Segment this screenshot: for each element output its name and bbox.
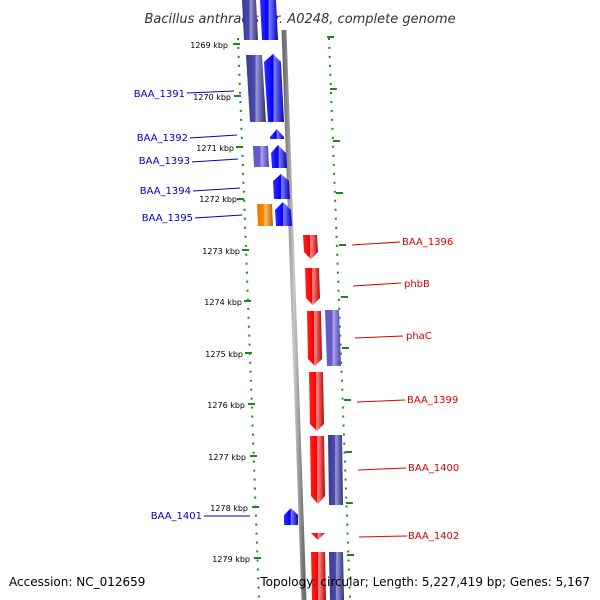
gene-block-top-purple bbox=[242, 0, 258, 40]
gene-baa1400-purple bbox=[328, 435, 343, 505]
genome-backbone bbox=[281, 29, 307, 600]
map-title: Bacillus anthracis str. A0248, complete … bbox=[144, 12, 455, 27]
gene-phbb bbox=[305, 268, 320, 305]
gene-baa1394 bbox=[273, 174, 290, 199]
gene-baa1395-blue bbox=[275, 202, 292, 226]
scale-label: 1279 kbp bbox=[212, 555, 250, 564]
gene-label-baa1394[interactable]: BAA_1394 bbox=[140, 186, 191, 197]
leader-line bbox=[351, 241, 401, 246]
scale-label: 1276 kbp bbox=[207, 401, 245, 410]
left-major-ticks bbox=[233, 43, 261, 559]
left-gene-labels: BAA_1391 BAA_1392 BAA_1393 BAA_1394 BAA_… bbox=[134, 89, 250, 522]
right-major-ticks bbox=[327, 36, 354, 556]
gene-baa1395-orange bbox=[257, 204, 273, 226]
gene-label-baa1402[interactable]: BAA_1402 bbox=[408, 531, 459, 542]
gene-label-baa1395[interactable]: BAA_1395 bbox=[142, 213, 193, 224]
leader-line bbox=[189, 134, 238, 139]
leader-line bbox=[352, 282, 402, 287]
gene-baa1392 bbox=[270, 129, 284, 139]
leader-line bbox=[191, 158, 239, 163]
right-gene-labels: BAA_1396 phbB phaC BAA_1399 BAA_1400 BAA… bbox=[351, 237, 459, 542]
leader-line bbox=[357, 467, 407, 471]
gene-baa1402 bbox=[311, 533, 325, 540]
gene-baa1400-red bbox=[310, 436, 325, 504]
gene-baa1391-blue bbox=[264, 54, 284, 122]
scale-label: 1270 kbp bbox=[193, 93, 231, 102]
gene-bottom-red bbox=[311, 552, 326, 600]
right-strand-genes bbox=[303, 235, 344, 600]
scale-labels: 1269 kbp 1270 kbp 1271 kbp 1272 kbp 1273… bbox=[190, 41, 250, 564]
gene-block-top-blue bbox=[260, 0, 278, 40]
top-left-genes bbox=[242, 0, 298, 525]
gene-label-phac[interactable]: phaC bbox=[406, 331, 432, 342]
scale-label: 1275 kbp bbox=[205, 350, 243, 359]
gene-label-baa1393[interactable]: BAA_1393 bbox=[139, 156, 190, 167]
gene-label-baa1392[interactable]: BAA_1392 bbox=[137, 133, 188, 144]
right-tick-ring bbox=[328, 37, 351, 600]
accession-text: Accession: NC_012659 bbox=[9, 575, 145, 589]
leader-line bbox=[354, 335, 404, 339]
scale-label: 1278 kbp bbox=[210, 504, 248, 513]
leader-line bbox=[192, 187, 241, 192]
gene-phac-lavender bbox=[325, 310, 341, 366]
gene-baa1401 bbox=[284, 508, 298, 525]
leader-line bbox=[358, 535, 408, 538]
scale-label: 1271 kbp bbox=[196, 144, 234, 153]
gene-label-baa1401[interactable]: BAA_1401 bbox=[151, 511, 202, 522]
leader-line bbox=[186, 90, 235, 94]
gene-baa1399 bbox=[309, 372, 324, 431]
left-tick-ring bbox=[237, 37, 260, 600]
scale-label: 1273 kbp bbox=[202, 247, 240, 256]
gene-label-phbb[interactable]: phbB bbox=[404, 279, 430, 290]
gene-baa1393-blue bbox=[271, 145, 287, 168]
gene-bottom-purple bbox=[329, 552, 344, 600]
gene-label-baa1391[interactable]: BAA_1391 bbox=[134, 89, 185, 100]
leader-line bbox=[356, 399, 406, 403]
gene-baa1396 bbox=[303, 235, 318, 259]
gene-phac-red bbox=[307, 311, 322, 366]
gene-label-baa1400[interactable]: BAA_1400 bbox=[408, 463, 459, 474]
gene-baa1393-lavender bbox=[253, 146, 269, 167]
gene-baa1391-purple bbox=[246, 55, 266, 122]
scale-label: 1277 kbp bbox=[208, 453, 246, 462]
gene-label-baa1396[interactable]: BAA_1396 bbox=[402, 237, 453, 248]
scale-label: 1272 kbp bbox=[199, 195, 237, 204]
gene-label-baa1399[interactable]: BAA_1399 bbox=[407, 395, 458, 406]
leader-line bbox=[194, 214, 243, 219]
scale-label: 1274 kbp bbox=[204, 298, 242, 307]
scale-label: 1269 kbp bbox=[190, 41, 228, 50]
topology-text: Topology: circular; Length: 5,227,419 bp… bbox=[259, 575, 590, 589]
